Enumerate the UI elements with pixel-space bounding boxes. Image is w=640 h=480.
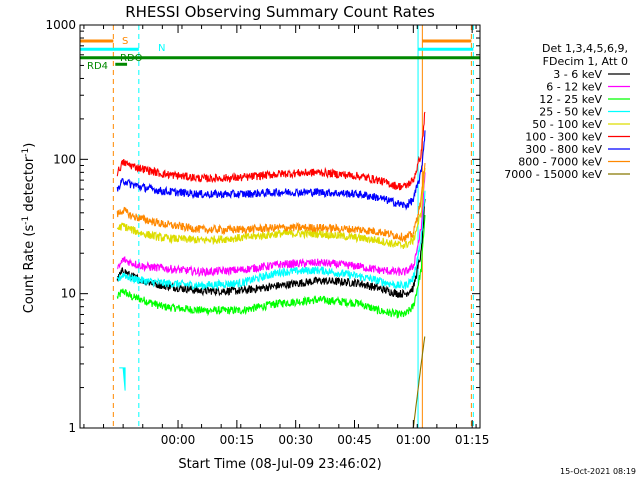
legend-entry-7000-15000-kev: 7000 - 15000 keV [504, 168, 602, 181]
series-line-3-6-kev [116, 198, 426, 298]
series-line-25-50-kev [116, 190, 426, 291]
legend-entry-25-50-kev: 25 - 50 keV [539, 106, 602, 119]
y-tick-label: 1 [68, 421, 76, 435]
flag-label-s: S [122, 36, 128, 47]
x-tick-label: 00:00 [161, 433, 196, 447]
axes: 1 10 100 1000 00:00 00:15 00:30 00:45 01:00 01:15 [45, 18, 489, 447]
legend-entry-50-100-kev: 50 - 100 keV [532, 118, 602, 131]
legend-entry-100-300-kev: 100 - 300 keV [525, 131, 602, 144]
flag-label-rdo: RDO [120, 53, 143, 64]
flag-label-rd4: RD4 [87, 61, 108, 72]
y-axis-label-end: ) [22, 143, 37, 148]
series-line-50-100-kev [116, 167, 426, 250]
y-tick-label: 10 [61, 287, 76, 301]
x-tick-label: 01:15 [455, 433, 490, 447]
y-tick-label: 1000 [45, 18, 76, 32]
attenuator-trace [119, 367, 126, 391]
legend-header-line-2: FDecim 1, Att 0 [543, 55, 628, 68]
series-line-300-800-kev [116, 130, 426, 211]
series-line-100-300-kev [116, 111, 426, 191]
plot-area: S N RDO RD4 [79, 25, 480, 429]
legend-entry-12-25-kev: 12 - 25 keV [539, 93, 602, 106]
series-line-12-25-kev [116, 215, 426, 319]
y-axis-label-sup2: -1 [21, 148, 31, 157]
legend-entry-800-7000-kev: 800 - 7000 keV [518, 156, 602, 169]
legend-entry-300-800-kev: 300 - 800 keV [525, 143, 602, 156]
y-axis-label: Count Rate (s-1 detector-1) [21, 143, 37, 314]
y-tick-label: 100 [53, 152, 76, 166]
chart-title: RHESSI Observing Summary Count Rates [125, 3, 435, 21]
y-axis-label-main: Count Rate (s [22, 225, 37, 314]
series-line-800-7000-kev [116, 162, 426, 243]
flag-label-n: N [158, 43, 165, 54]
series-line-6-12-kev [117, 172, 426, 278]
x-tick-label: 00:15 [220, 433, 255, 447]
x-axis-label: Start Time (08-Jul-09 23:46:02) [178, 457, 381, 472]
y-axis-label-sup1: -1 [21, 216, 31, 225]
x-tick-label: 00:30 [278, 433, 313, 447]
legend: Det 1,3,4,5,6,9, FDecim 1, Att 0 3 - 6 k… [504, 42, 630, 181]
timestamp: 15-Oct-2021 08:19 [560, 467, 636, 476]
x-tick-label: 01:00 [396, 433, 431, 447]
y-axis-label-mid: detector [22, 156, 37, 216]
x-tick-label: 00:45 [337, 433, 372, 447]
legend-entry-6-12-kev: 6 - 12 keV [546, 81, 602, 94]
legend-header-line-1: Det 1,3,4,5,6,9, [542, 42, 628, 55]
legend-entry-3-6-kev: 3 - 6 keV [553, 68, 602, 81]
